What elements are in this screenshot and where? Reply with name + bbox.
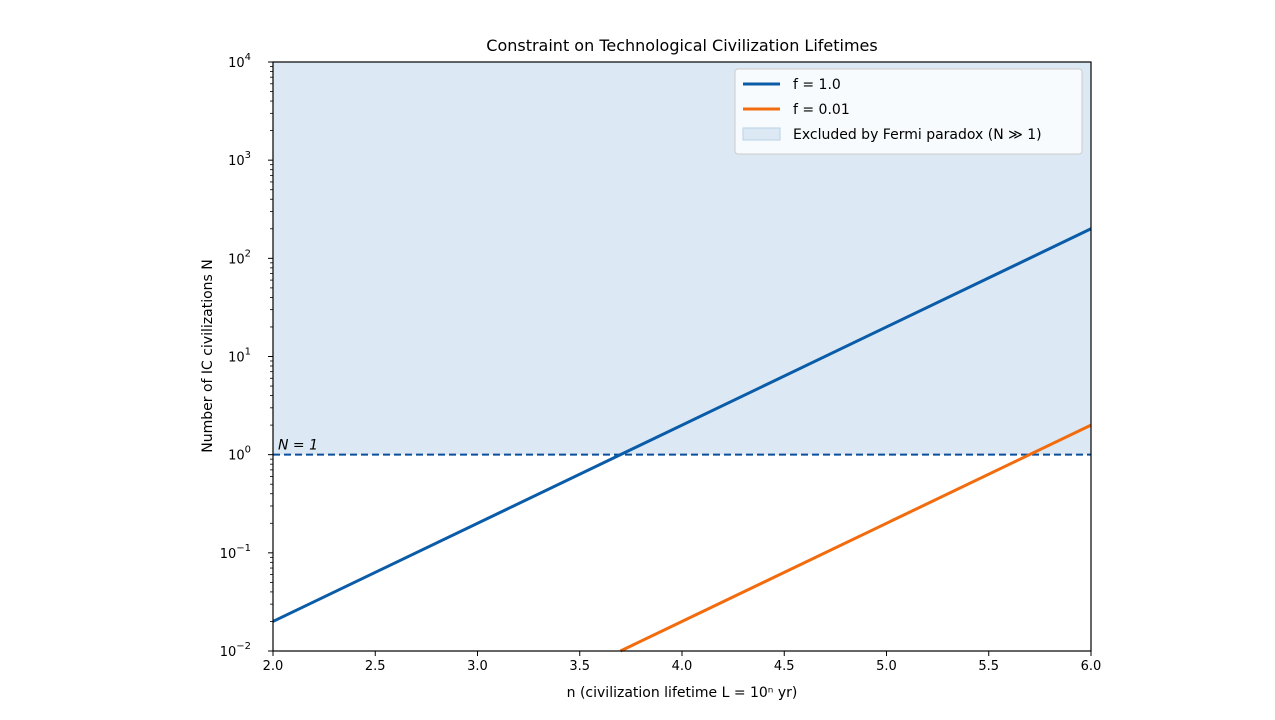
y-tick-exponent: −2	[236, 641, 251, 652]
y-tick-label: 103	[228, 150, 251, 169]
legend-swatch-shaded	[742, 127, 781, 141]
y-tick-exponent: 0	[245, 445, 251, 456]
legend-box	[734, 68, 1083, 155]
y-tick-label: 101	[228, 347, 251, 366]
x-tick-label: 4.5	[774, 659, 795, 674]
y-tick-label: 100	[228, 445, 251, 464]
chart-title: Constraint on Technological Civilization…	[486, 36, 877, 55]
y-tick-label: 10−1	[220, 543, 251, 562]
y-tick-exponent: 3	[245, 150, 251, 161]
y-tick-exponent: −1	[236, 543, 251, 554]
y-tick-label: 102	[228, 248, 251, 267]
x-tick-label: 5.0	[876, 659, 897, 674]
y-tick-label: 10−2	[220, 641, 251, 660]
legend-label-shaded: Excluded by Fermi paradox (N ≫ 1)	[793, 127, 1042, 143]
legend-label-1: f = 1.0	[793, 77, 841, 93]
reference-line-label: N = 1	[278, 438, 318, 454]
x-tick-label: 5.5	[978, 659, 999, 674]
series-line-2	[619, 423, 1092, 653]
y-tick-exponent: 1	[245, 347, 251, 358]
x-tick-label: 3.5	[569, 659, 590, 674]
x-tick-label: 3.0	[467, 659, 488, 674]
series-line-1	[272, 227, 1092, 623]
x-tick-label: 2.5	[365, 659, 386, 674]
y-tick-exponent: 4	[245, 52, 251, 63]
x-axis-label: n (civilization lifetime L = 10ⁿ yr)	[567, 685, 798, 701]
legend-label-2: f = 0.01	[793, 102, 850, 118]
y-tick-label: 104	[228, 52, 251, 71]
legend: f = 1.0 f = 0.01 Excluded by Fermi paradox…	[734, 68, 1083, 155]
y-tick-exponent: 2	[245, 248, 251, 259]
y-axis-label: Number of IC civilizations N	[200, 259, 216, 453]
x-tick-label: 6.0	[1081, 659, 1102, 674]
x-tick-label: 2.0	[263, 659, 284, 674]
x-tick-label: 4.0	[672, 659, 693, 674]
